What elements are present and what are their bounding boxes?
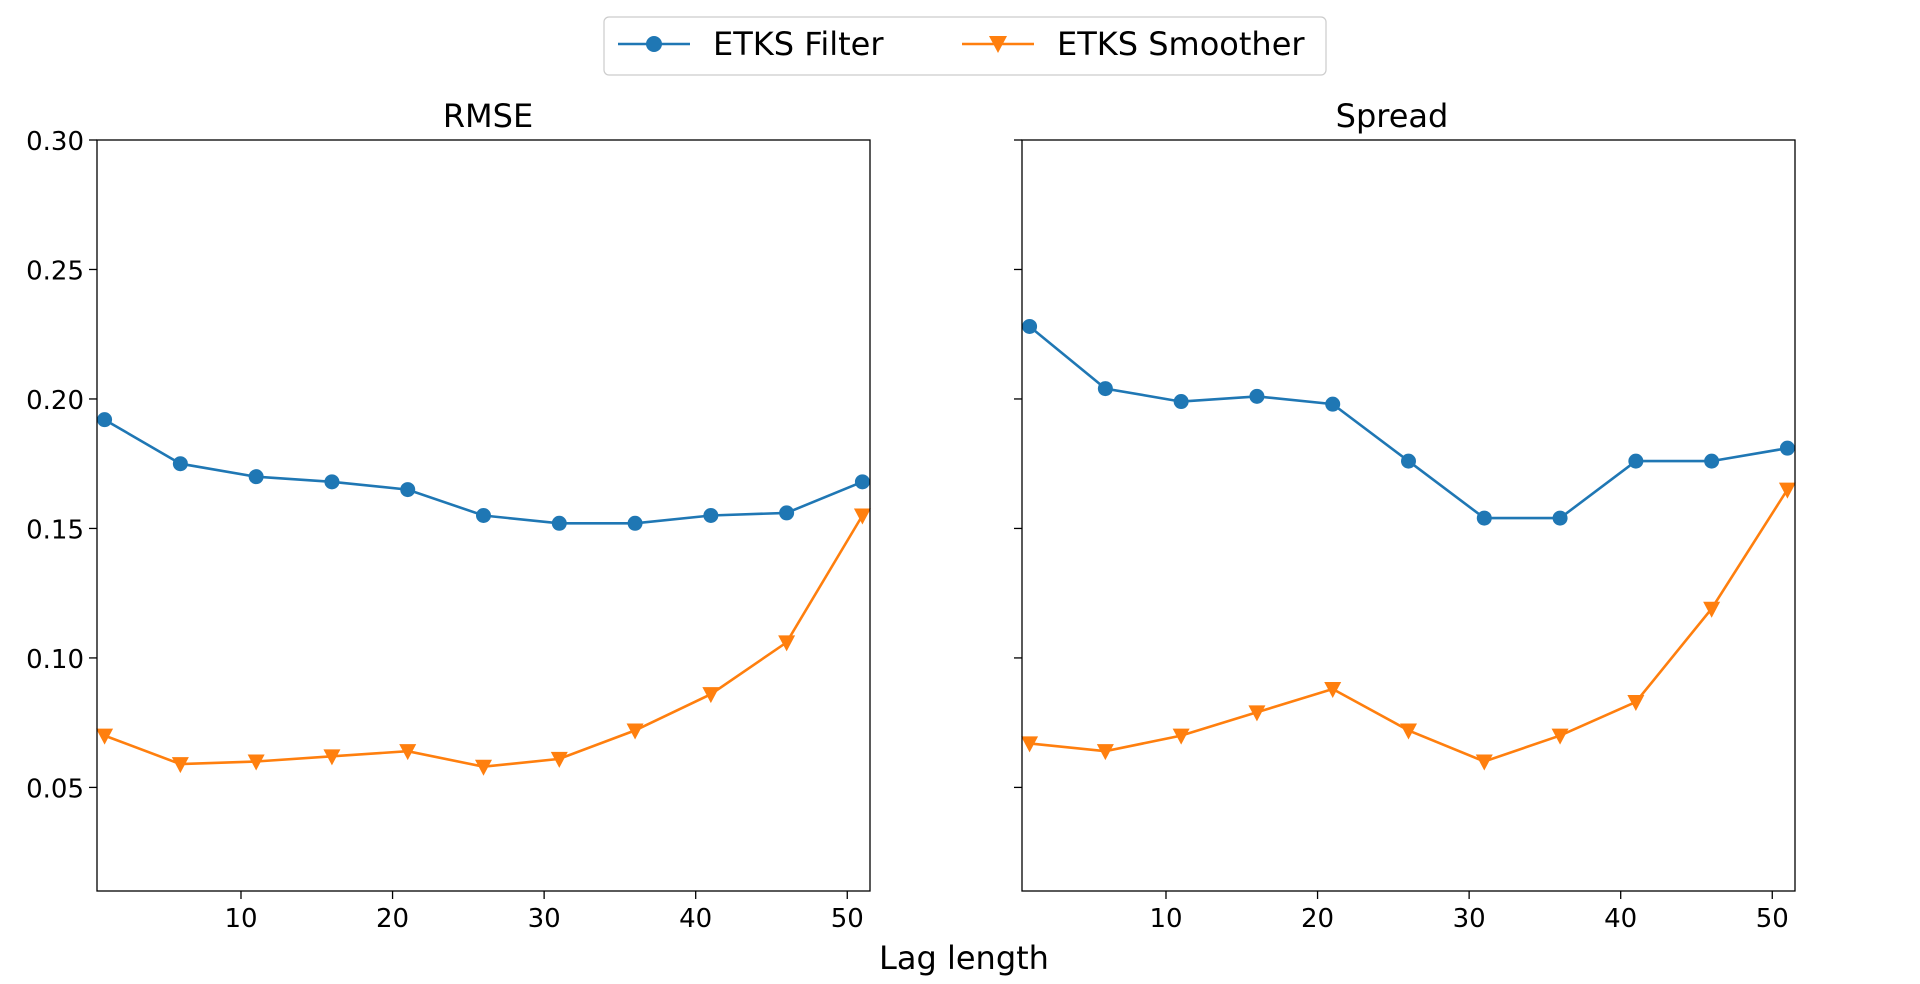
- rmse-x-axis: 10 20 30 40 50: [224, 891, 864, 934]
- spread-filter-point: [1628, 453, 1644, 469]
- rmse-xtick-label: 10: [224, 904, 257, 934]
- rmse-xtick-label: 40: [679, 904, 712, 934]
- spread-filter-point: [1173, 394, 1189, 410]
- spread-smoother-line: [1029, 488, 1789, 763]
- spread-xtick-label: 20: [1301, 904, 1334, 934]
- rmse-panel: RMSE 0.05 0.10 0.15 0.20 0.25 0.30 10 20 30 40 50: [26, 97, 871, 934]
- rmse-smoother-point: [626, 723, 644, 740]
- spread-smoother-point: [1324, 682, 1342, 699]
- rmse-filter-point: [248, 469, 264, 485]
- rmse-xtick-label: 50: [831, 904, 864, 934]
- rmse-smoother-point: [475, 759, 492, 776]
- rmse-filter-point: [97, 412, 113, 428]
- rmse-y-axis: 0.05 0.10 0.15 0.20 0.25 0.30: [26, 127, 97, 804]
- spread-smoother-point: [1400, 723, 1417, 740]
- rmse-smoother-point: [853, 508, 871, 525]
- legend-filter-marker: [646, 36, 662, 52]
- spread-smoother-point: [1627, 694, 1645, 711]
- rmse-smoother-point: [778, 635, 796, 652]
- spread-title: Spread: [1336, 97, 1449, 135]
- rmse-smoother-point: [171, 757, 189, 774]
- rmse-filter-point: [400, 482, 416, 498]
- spread-filter-point: [1325, 396, 1341, 412]
- rmse-series-group: [96, 412, 871, 776]
- spread-filter-point: [1476, 510, 1492, 526]
- rmse-ytick-label: 0.05: [26, 774, 84, 804]
- spread-xtick-label: 50: [1756, 904, 1789, 934]
- spread-y-axis: [1014, 139, 1022, 789]
- rmse-smoother-point: [323, 749, 341, 766]
- rmse-filter-point: [627, 515, 643, 531]
- legend-entry-filter: ETKS Filter: [618, 25, 884, 63]
- rmse-ytick-label: 0.15: [26, 515, 84, 545]
- shared-x-axis-label: Lag length: [879, 939, 1049, 977]
- rmse-filter-point: [172, 456, 188, 472]
- spread-xtick-label: 10: [1149, 904, 1182, 934]
- spread-filter-point: [1097, 381, 1113, 397]
- rmse-smoother-line: [104, 514, 864, 769]
- spread-filter-point: [1779, 440, 1795, 456]
- spread-panel: Spread 10 20 30 40 50: [1014, 97, 1796, 934]
- rmse-smoother-point: [550, 751, 568, 768]
- legend-smoother-marker: [989, 36, 1007, 53]
- rmse-smoother-point: [702, 687, 720, 704]
- rmse-filter-line: [103, 418, 863, 525]
- rmse-filter-point: [779, 505, 795, 521]
- spread-smoother-point: [1703, 601, 1721, 618]
- rmse-filter-point: [324, 474, 340, 490]
- rmse-ytick-label: 0.20: [26, 386, 84, 416]
- rmse-xtick-label: 20: [376, 904, 409, 934]
- spread-smoother-point: [1021, 736, 1039, 753]
- spread-filter-point: [1022, 318, 1038, 334]
- rmse-ytick-label: 0.25: [26, 256, 84, 286]
- rmse-filter-point: [854, 474, 870, 490]
- spread-xtick-label: 30: [1453, 904, 1486, 934]
- spread-xtick-label: 40: [1604, 904, 1637, 934]
- spread-smoother-point: [1475, 754, 1493, 771]
- spread-smoother-point: [1778, 482, 1796, 499]
- spread-plot-frame: [1021, 139, 1796, 892]
- legend-frame: [603, 16, 1327, 76]
- legend-smoother-label: ETKS Smoother: [1057, 25, 1305, 63]
- rmse-xtick-label: 30: [528, 904, 561, 934]
- spread-smoother-point: [1096, 744, 1114, 761]
- rmse-ytick-label: 0.10: [26, 645, 84, 675]
- legend-filter-label: ETKS Filter: [713, 25, 884, 63]
- rmse-plot-frame: [96, 139, 871, 892]
- spread-x-axis: 10 20 30 40 50: [1149, 891, 1789, 934]
- rmse-ytick-label: 0.30: [26, 127, 84, 157]
- rmse-smoother-point: [399, 744, 417, 761]
- rmse-smoother-point: [247, 754, 265, 771]
- rmse-filter-point: [703, 508, 719, 523]
- rmse-title: RMSE: [443, 97, 533, 135]
- spread-filter-point: [1249, 388, 1265, 404]
- spread-filter-point: [1552, 510, 1568, 526]
- spread-filter-line: [1028, 325, 1788, 520]
- rmse-filter-point: [551, 515, 567, 531]
- legend: ETKS Filter ETKS Smoother: [603, 16, 1327, 76]
- rmse-filter-point: [476, 508, 491, 523]
- legend-entry-smoother: ETKS Smoother: [962, 25, 1305, 63]
- spread-filter-point: [1401, 453, 1416, 469]
- spread-smoother-point: [1248, 705, 1266, 722]
- spread-smoother-point: [1172, 728, 1190, 745]
- spread-filter-point: [1704, 453, 1720, 469]
- rmse-smoother-point: [96, 728, 114, 745]
- spread-smoother-point: [1551, 728, 1569, 745]
- spread-series-group: [1021, 318, 1796, 771]
